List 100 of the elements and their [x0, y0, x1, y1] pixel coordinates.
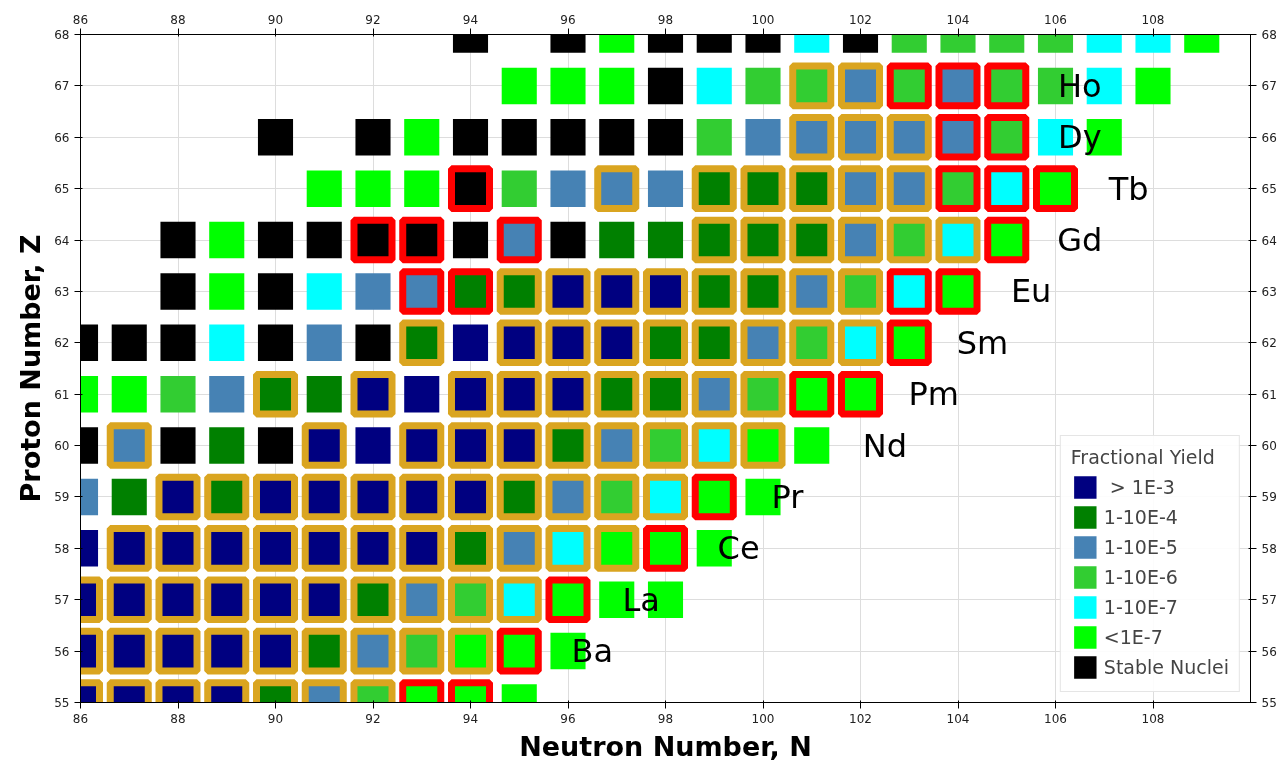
annotation: Ho — [1058, 66, 1102, 105]
y-tick-label: 65 — [54, 182, 70, 197]
point — [257, 273, 294, 310]
point — [257, 427, 294, 464]
annotation: Pm — [908, 375, 959, 414]
point — [696, 67, 732, 105]
y-tick-label: 63 — [54, 284, 70, 299]
point — [404, 170, 440, 207]
point — [550, 221, 586, 259]
x-tick-label: 94 — [462, 12, 479, 27]
point — [209, 221, 245, 259]
y-tick-label: 61 — [54, 387, 70, 402]
point — [306, 170, 342, 207]
point — [647, 170, 684, 207]
x-tick-label: 102 — [849, 12, 872, 27]
legend-label: Stable Nuclei — [1103, 656, 1229, 678]
y2-tick-label: 64 — [1261, 233, 1277, 248]
y-tick-label: 62 — [54, 336, 70, 351]
point — [209, 324, 245, 362]
point — [404, 375, 440, 413]
point — [935, 113, 981, 161]
point — [111, 375, 147, 413]
point — [647, 221, 684, 259]
point — [355, 427, 391, 464]
x2-tick-label: 88 — [170, 711, 186, 726]
point — [111, 324, 147, 362]
point — [160, 375, 196, 413]
y-tick-label: 64 — [54, 233, 70, 248]
legend-title: Fractional Yield — [1070, 446, 1216, 468]
x-tick-label: 86 — [72, 12, 89, 27]
point — [355, 170, 391, 207]
point — [501, 67, 537, 105]
point — [355, 273, 391, 310]
point — [355, 324, 391, 362]
point — [1135, 67, 1171, 105]
y-tick-label: 60 — [54, 439, 70, 454]
x-tick-label: 96 — [560, 12, 576, 27]
legend-label: <1E-7 — [1103, 626, 1163, 648]
x2-tick-label: 102 — [849, 711, 872, 726]
x2-tick-label: 98 — [657, 711, 674, 726]
point — [745, 119, 781, 156]
point — [794, 427, 830, 464]
x-axis-title: Neutron Number, N — [519, 730, 812, 762]
y-tick-label: 57 — [54, 593, 70, 608]
point — [257, 119, 294, 156]
y-tick-label: 55 — [54, 696, 70, 710]
point — [160, 221, 196, 259]
x2-tick-label: 106 — [1044, 711, 1067, 726]
point — [452, 119, 489, 156]
legend-label: 1-10E-5 — [1103, 536, 1178, 558]
x-tick-label: 90 — [267, 12, 284, 27]
point — [160, 324, 196, 362]
annotation: Nd — [862, 426, 907, 465]
point — [452, 324, 489, 362]
point — [160, 273, 196, 310]
point — [209, 273, 245, 310]
point — [257, 221, 294, 259]
legend-label: 1-10E-6 — [1103, 566, 1178, 588]
point — [550, 170, 586, 207]
point — [545, 576, 591, 624]
point — [306, 375, 342, 413]
point — [355, 119, 391, 156]
y2-tick-label: 63 — [1261, 284, 1277, 299]
y2-tick-label: 66 — [1261, 130, 1277, 145]
legend-label: > 1E-3 — [1108, 476, 1175, 498]
point — [599, 119, 635, 156]
x-tick-label: 98 — [657, 12, 674, 27]
legend-label: 1-10E-7 — [1103, 596, 1178, 618]
y2-tick-label: 57 — [1261, 593, 1277, 608]
point — [209, 375, 245, 413]
point — [647, 67, 684, 105]
point — [209, 427, 245, 464]
point — [696, 119, 732, 156]
point — [452, 221, 489, 259]
point — [501, 119, 537, 156]
y-tick-label: 66 — [54, 130, 70, 145]
point — [306, 273, 342, 310]
point — [404, 119, 440, 156]
annotation: Dy — [1058, 118, 1102, 157]
y2-tick-label: 65 — [1261, 182, 1277, 197]
point — [550, 67, 586, 105]
annotation: Gd — [1057, 221, 1103, 260]
annotation: Tb — [1107, 169, 1149, 208]
y2-tick-label: 58 — [1261, 541, 1277, 556]
annotation: Eu — [1010, 272, 1052, 311]
y2-tick-label: 61 — [1261, 387, 1277, 402]
y2-tick-label: 55 — [1261, 696, 1277, 710]
annotation: Sm — [956, 323, 1009, 362]
y-tick-label: 59 — [54, 490, 70, 505]
point — [599, 221, 635, 259]
point — [501, 170, 537, 207]
y-axis-title: Proton Number, Z — [15, 234, 47, 503]
point — [160, 427, 196, 464]
y-tick-label: 67 — [54, 79, 70, 94]
point — [984, 113, 1030, 161]
x-tick-label: 106 — [1044, 12, 1067, 27]
y2-tick-label: 60 — [1261, 439, 1277, 454]
x2-tick-label: 108 — [1141, 711, 1165, 726]
y2-tick-label: 67 — [1261, 79, 1277, 94]
point — [306, 324, 342, 362]
